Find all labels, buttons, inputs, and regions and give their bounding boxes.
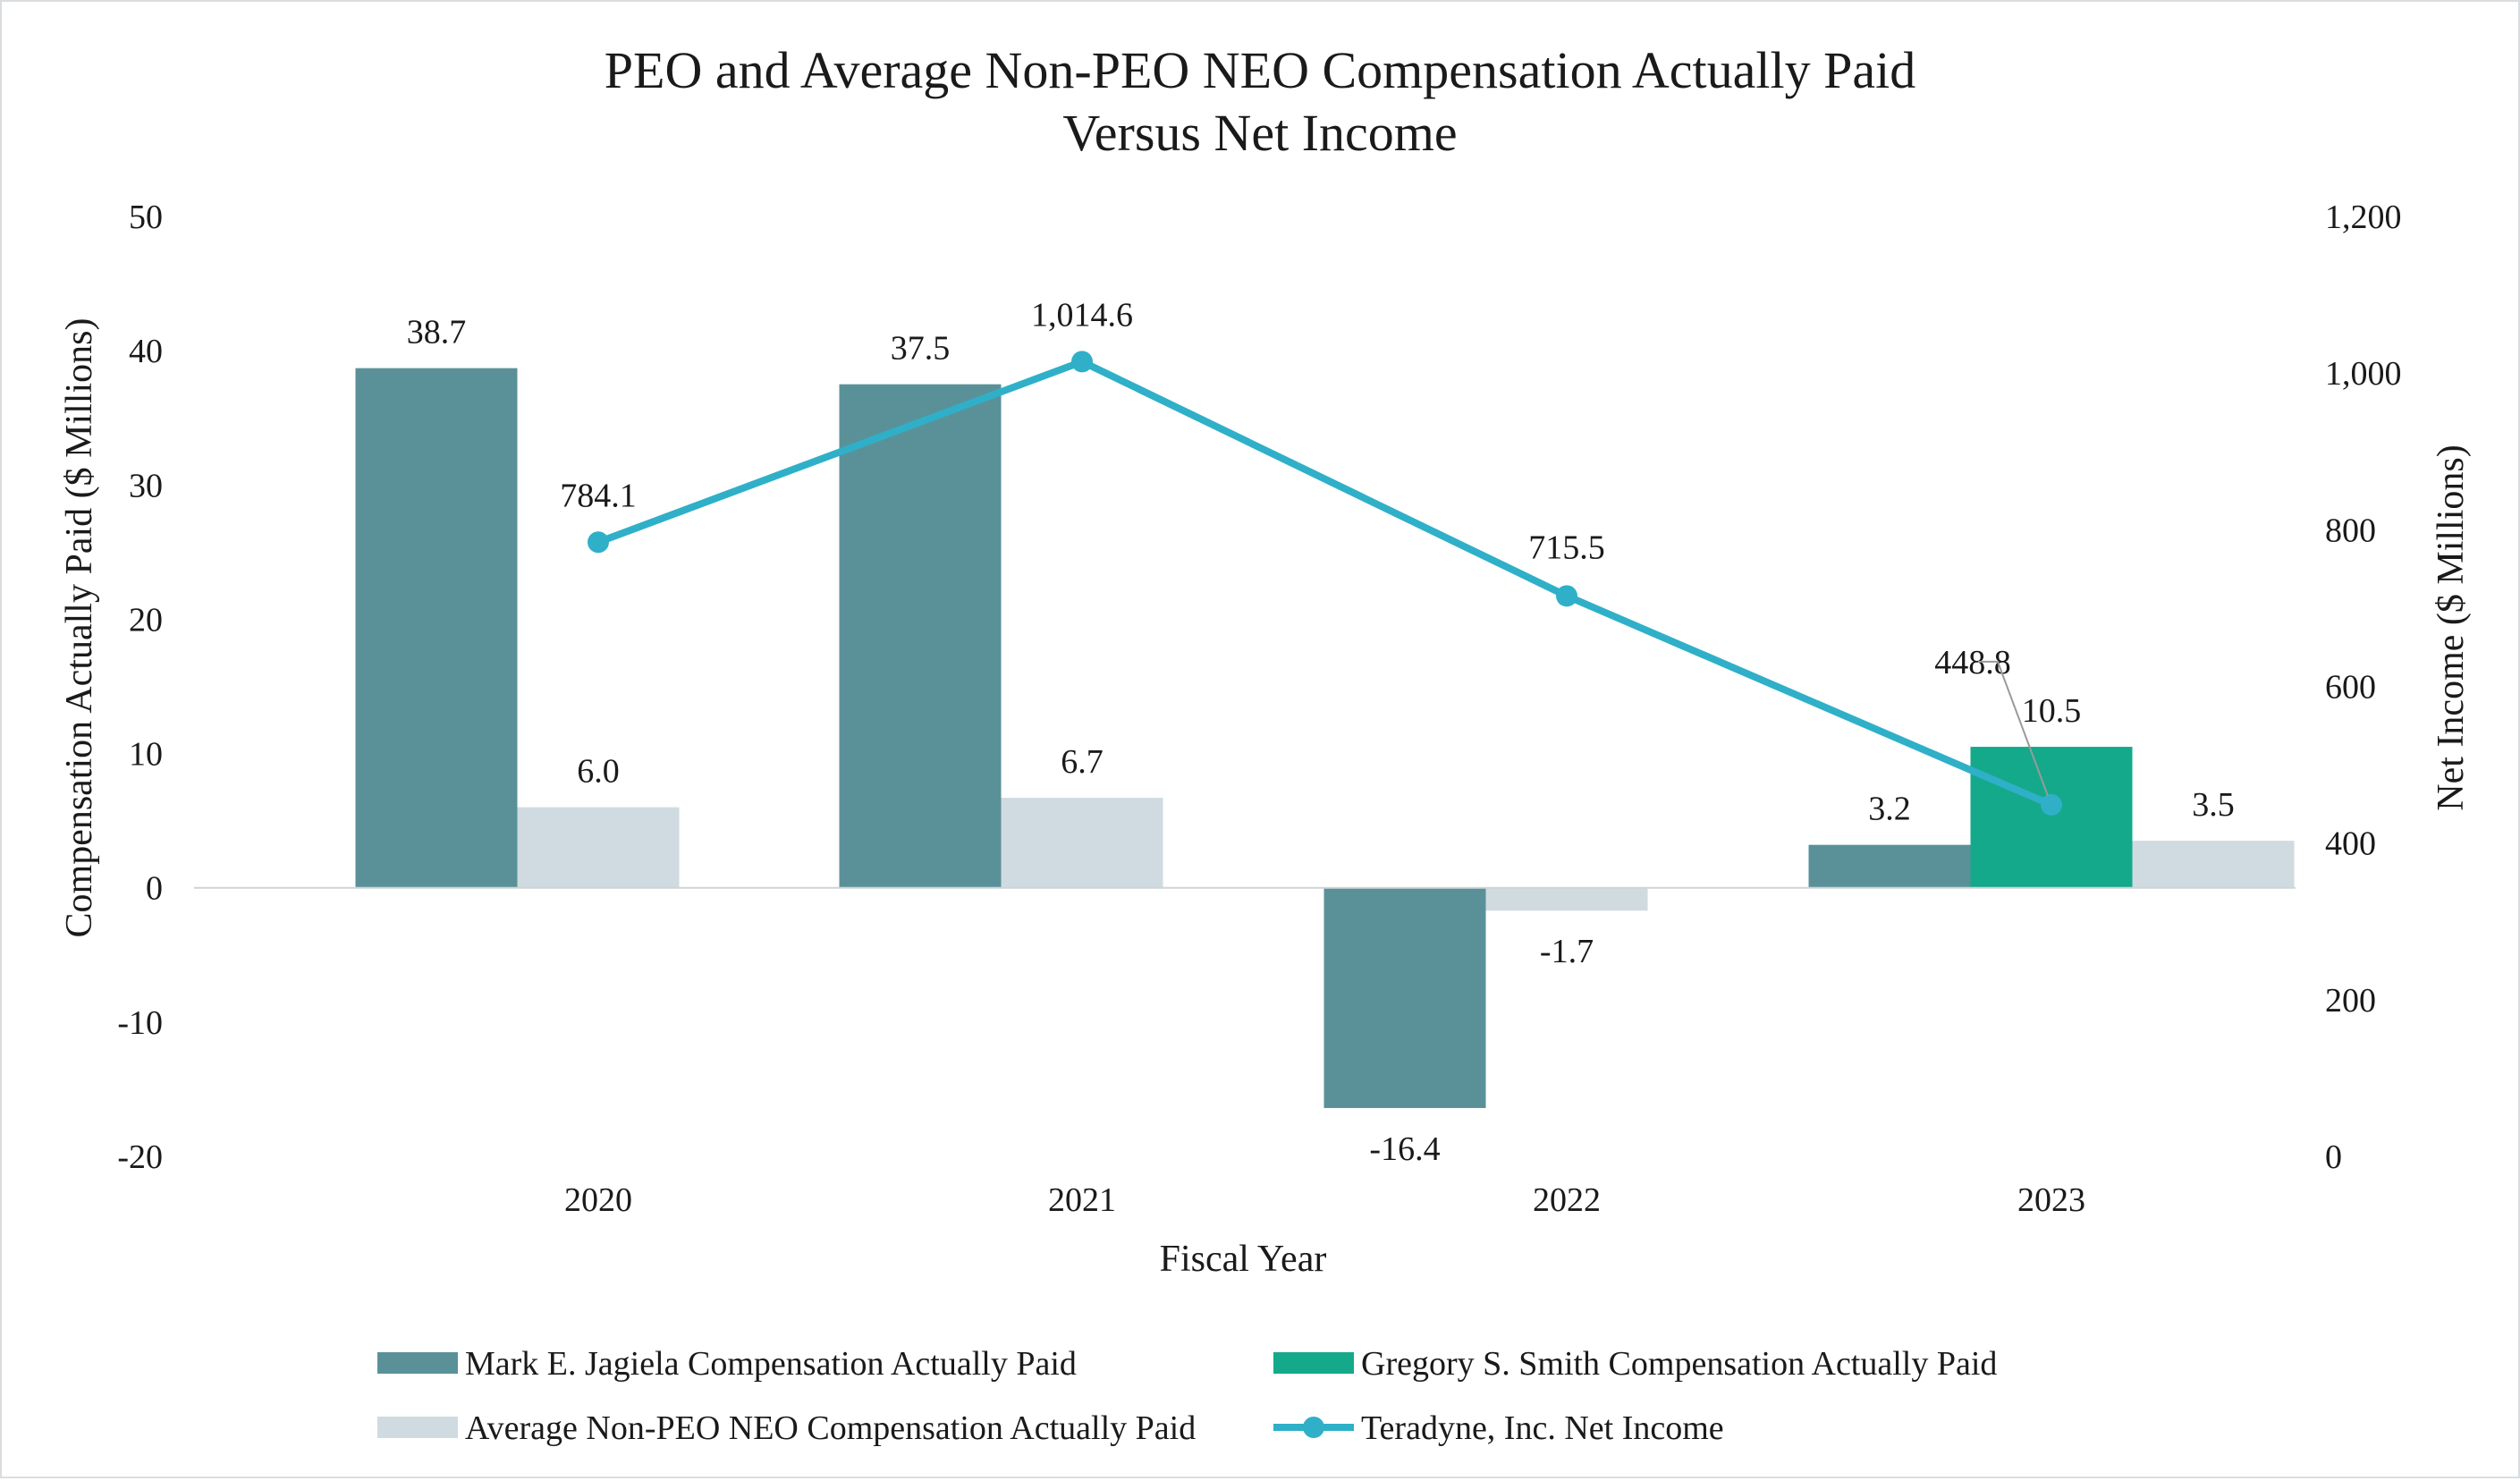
y-tick-label-left: 40 [129,333,163,370]
legend-swatch [377,1417,458,1438]
legend-swatch [1273,1352,1354,1374]
legend-label: Teradyne, Inc. Net Income [1361,1409,1724,1447]
data-label-average-neo: 3.5 [2192,786,2235,824]
y-tick-label-left: 0 [146,870,163,908]
data-label-net-income: 1,014.6 [1031,296,1133,334]
net-income-marker [1556,585,1577,607]
data-label-jagiela: 38.7 [407,314,467,351]
data-label-average-neo: 6.7 [1061,743,1104,781]
bar-average-neo [1485,887,1648,911]
y-tick-label-left: 10 [129,736,163,774]
x-axis-title: Fiscal Year [1160,1239,1327,1280]
axis-titles: Fiscal Year Compensation Actually Paid (… [59,318,2472,1280]
bar-jagiela [355,368,518,888]
y-tick-label-right: 800 [2325,512,2376,549]
net-income-marker [1071,351,1093,373]
y-axis-title: Compensation Actually Paid ($ Millions) [59,318,100,938]
data-label-net-income: 784.1 [560,477,637,514]
legend-label: Average Non-PEO NEO Compensation Actuall… [465,1409,1196,1447]
x-tick-label: 2022 [1533,1181,1601,1219]
data-label-net-income: 448.8 [1934,644,2011,681]
y-tick-label-right: 1,200 [2325,199,2402,236]
y-tick-label-right: 600 [2325,669,2376,707]
y-tick-label-left: -10 [117,1004,163,1042]
data-labels-group: 38.7 6.0 37.5 6.7 -16.4 -1.7 3.2 10.5 3.5 784.1 1,… [407,296,2235,1168]
legend-swatch-marker [1303,1417,1324,1438]
y-axis-right: 1,200 1,000 800 600 400 200 0 [2325,199,2402,1176]
data-label-average-neo: 6.0 [577,753,620,791]
legend-swatch [377,1352,458,1374]
y-tick-label-right: 200 [2325,982,2376,1020]
bar-average-neo [1001,798,1163,888]
data-label-net-income: 715.5 [1528,529,1605,566]
line-series-group [588,351,2062,816]
legend: Mark E. Jagiela Compensation Actually Pa… [377,1345,1997,1447]
x-tick-label: 2023 [2017,1181,2085,1219]
bar-jagiela [839,384,1002,888]
net-income-marker [588,531,609,554]
y-tick-label-right: 0 [2325,1138,2342,1176]
y-tick-label-left: 50 [129,199,163,236]
y-tick-label-left: -20 [117,1138,163,1176]
y-axis-left: 50 40 30 20 10 0 -10 -20 [117,199,163,1176]
bar-average-neo [517,807,680,888]
bar-average-neo [2132,841,2295,888]
data-label-average-neo: -1.7 [1540,933,1594,970]
chart-title: PEO and Average Non-PEO NEO Compensation… [605,41,1915,162]
bar-jagiela [1323,887,1486,1108]
net-income-line [596,358,2053,808]
y-tick-label-left: 30 [129,467,163,504]
y-tick-label-right: 1,000 [2325,355,2402,393]
chart-title-line-2: Versus Net Income [1062,104,1457,162]
data-label-smith: 10.5 [2022,692,2082,730]
x-axis: 2020 2021 2022 2023 [564,1181,2085,1219]
legend-label: Mark E. Jagiela Compensation Actually Pa… [465,1345,1077,1383]
data-label-jagiela: 3.2 [1868,791,1911,828]
chart-title-line-1: PEO and Average Non-PEO NEO Compensation… [605,41,1915,99]
legend-label: Gregory S. Smith Compensation Actually P… [1361,1345,1997,1383]
x-tick-label: 2020 [564,1181,632,1219]
data-label-jagiela: 37.5 [891,330,951,368]
bars-group [194,368,2296,1108]
net-income-marker [2041,793,2062,816]
y-tick-label-left: 20 [129,601,163,639]
y2-axis-title: Net Income ($ Millions) [2431,444,2472,810]
bar-smith [1970,747,2133,888]
bar-jagiela [1808,844,1971,888]
net-income-leader-line [1978,660,2049,797]
y-tick-label-right: 400 [2325,825,2376,863]
data-label-jagiela: -16.4 [1369,1130,1440,1168]
x-tick-label: 2021 [1048,1181,1116,1219]
